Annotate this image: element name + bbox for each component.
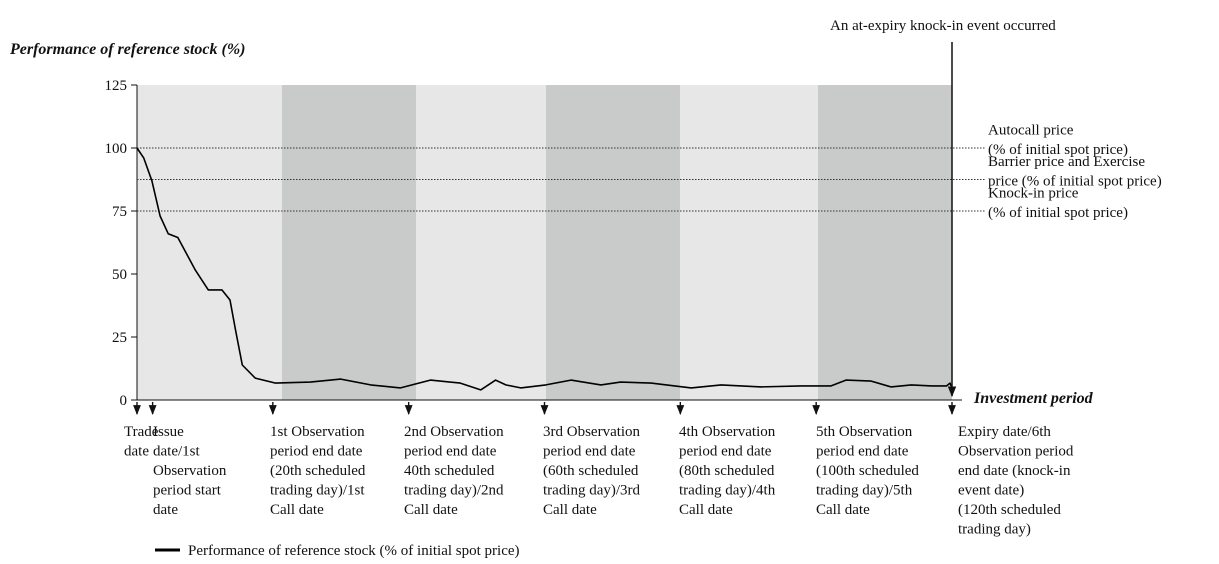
event-label: period end date	[543, 444, 636, 460]
event-label: 2nd Observation	[404, 424, 504, 440]
event-label: date	[124, 444, 149, 460]
reference-label: Autocall price	[988, 122, 1074, 138]
event-label: Call date	[543, 502, 597, 518]
period-band	[282, 85, 416, 400]
period-band	[546, 85, 680, 400]
event-label: period end date	[679, 444, 772, 460]
event-label: period end date	[404, 444, 497, 460]
event-label: date/1st	[153, 444, 200, 460]
y-tick-label: 75	[112, 204, 127, 220]
y-tick-label: 125	[105, 78, 128, 94]
event-label: 4th Observation	[679, 424, 776, 440]
event-label: (80th scheduled	[679, 463, 775, 479]
event-label: Expiry date/6th	[958, 424, 1051, 440]
event-label: end date (knock-in	[958, 463, 1071, 479]
annotation: An at-expiry knock-in event occurred	[830, 18, 1056, 34]
period-band	[818, 85, 952, 400]
event-label: trading day)/3rd	[543, 483, 641, 499]
event-label: trading day)	[958, 522, 1031, 538]
event-label: 1st Observation	[270, 424, 365, 440]
reference-label: (% of initial spot price)	[988, 205, 1128, 221]
event-label: event date)	[958, 483, 1024, 499]
y-axis-title: Performance of reference stock (%)	[9, 41, 245, 58]
y-tick-label: 25	[112, 330, 127, 346]
event-label: Call date	[679, 502, 733, 518]
event-label: period start	[153, 483, 222, 499]
y-tick-label: 100	[105, 141, 128, 157]
event-label: period end date	[816, 444, 909, 460]
event-label: (100th scheduled	[816, 463, 919, 479]
event-label: Issue	[153, 424, 184, 440]
event-label: 5th Observation	[816, 424, 913, 440]
event-label: 3rd Observation	[543, 424, 641, 440]
y-tick-label: 50	[112, 267, 127, 283]
event-label: (120th scheduled	[958, 502, 1061, 518]
event-label: trading day)/2nd	[404, 483, 504, 499]
event-label: period end date	[270, 444, 363, 460]
event-label: Call date	[270, 502, 324, 518]
reference-label: (% of initial spot price)	[988, 142, 1128, 158]
event-label: Call date	[404, 502, 458, 518]
x-axis-title: Investment period	[973, 390, 1094, 407]
event-label: trading day)/4th	[679, 483, 776, 499]
reference-label: Barrier price and Exercise	[988, 154, 1145, 170]
event-label: (60th scheduled	[543, 463, 639, 479]
event-label: (20th scheduled	[270, 463, 366, 479]
reference-label: Knock-in price	[988, 185, 1079, 201]
y-tick-label: 0	[120, 393, 128, 409]
event-label: Observation period	[958, 444, 1074, 460]
event-label: trading day)/5th	[816, 483, 913, 499]
event-label: Call date	[816, 502, 870, 518]
event-label: trading day)/1st	[270, 483, 365, 499]
event-label: Observation	[153, 463, 227, 479]
event-label: Trade	[124, 424, 159, 440]
legend-label: Performance of reference stock (% of ini…	[188, 543, 520, 559]
series-line	[136, 147, 953, 391]
event-label: date	[153, 502, 178, 518]
reference-label: price (% of initial spot price)	[988, 173, 1162, 189]
event-label: 40th scheduled	[404, 463, 495, 479]
plot-background	[137, 85, 952, 400]
